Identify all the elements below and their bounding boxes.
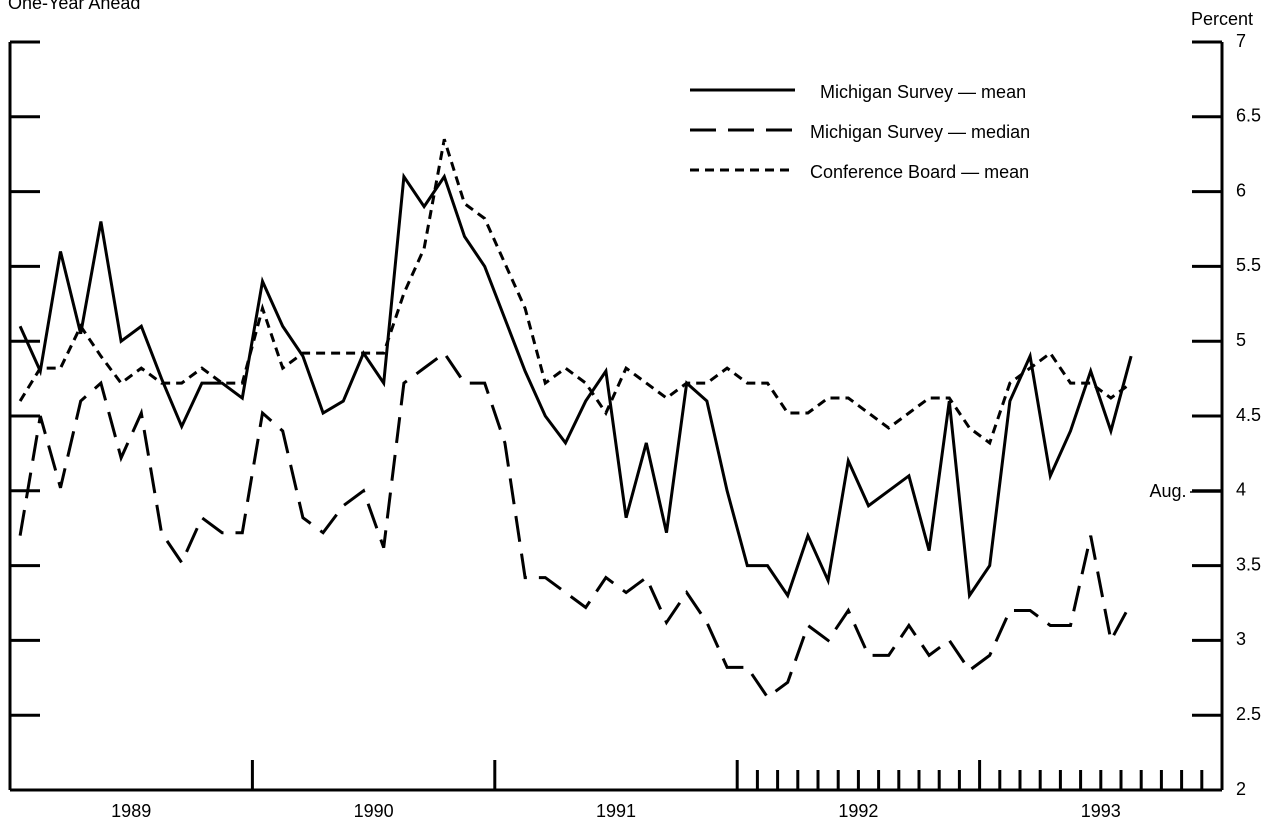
x-tick-label: 1993 [1081,801,1121,821]
x-tick-label: 1992 [838,801,878,821]
x-tick-label: 1990 [354,801,394,821]
y-tick-label: 4.5 [1236,405,1261,425]
x-tick-label: 1991 [596,801,636,821]
series-line [18,351,1133,700]
y-tick-label: 2.5 [1236,704,1261,724]
y-axis-label: Percent [1191,9,1253,29]
y-tick-label: 5.5 [1236,255,1261,275]
y-tick-label: 5 [1236,330,1246,350]
y-tick-label: 6 [1236,180,1246,200]
y-tick-label: 2 [1236,779,1246,799]
x-tick-label: 1989 [111,801,151,821]
legend-label: Conference Board — mean [810,162,1029,182]
series-line [18,172,1133,600]
y-tick-label: 4 [1236,480,1246,500]
y-tick-label: 3.5 [1236,554,1261,574]
y-tick-label: 3 [1236,629,1246,649]
subtitle: One-Year Ahead [8,0,140,13]
y-tick-label: 7 [1236,31,1246,51]
series-line [18,138,1132,446]
y-tick-label: 6.5 [1236,106,1261,126]
legend-label: Michigan Survey — median [810,122,1030,142]
legend-label: Michigan Survey — mean [820,82,1026,102]
annotation: Aug. [1149,481,1186,501]
